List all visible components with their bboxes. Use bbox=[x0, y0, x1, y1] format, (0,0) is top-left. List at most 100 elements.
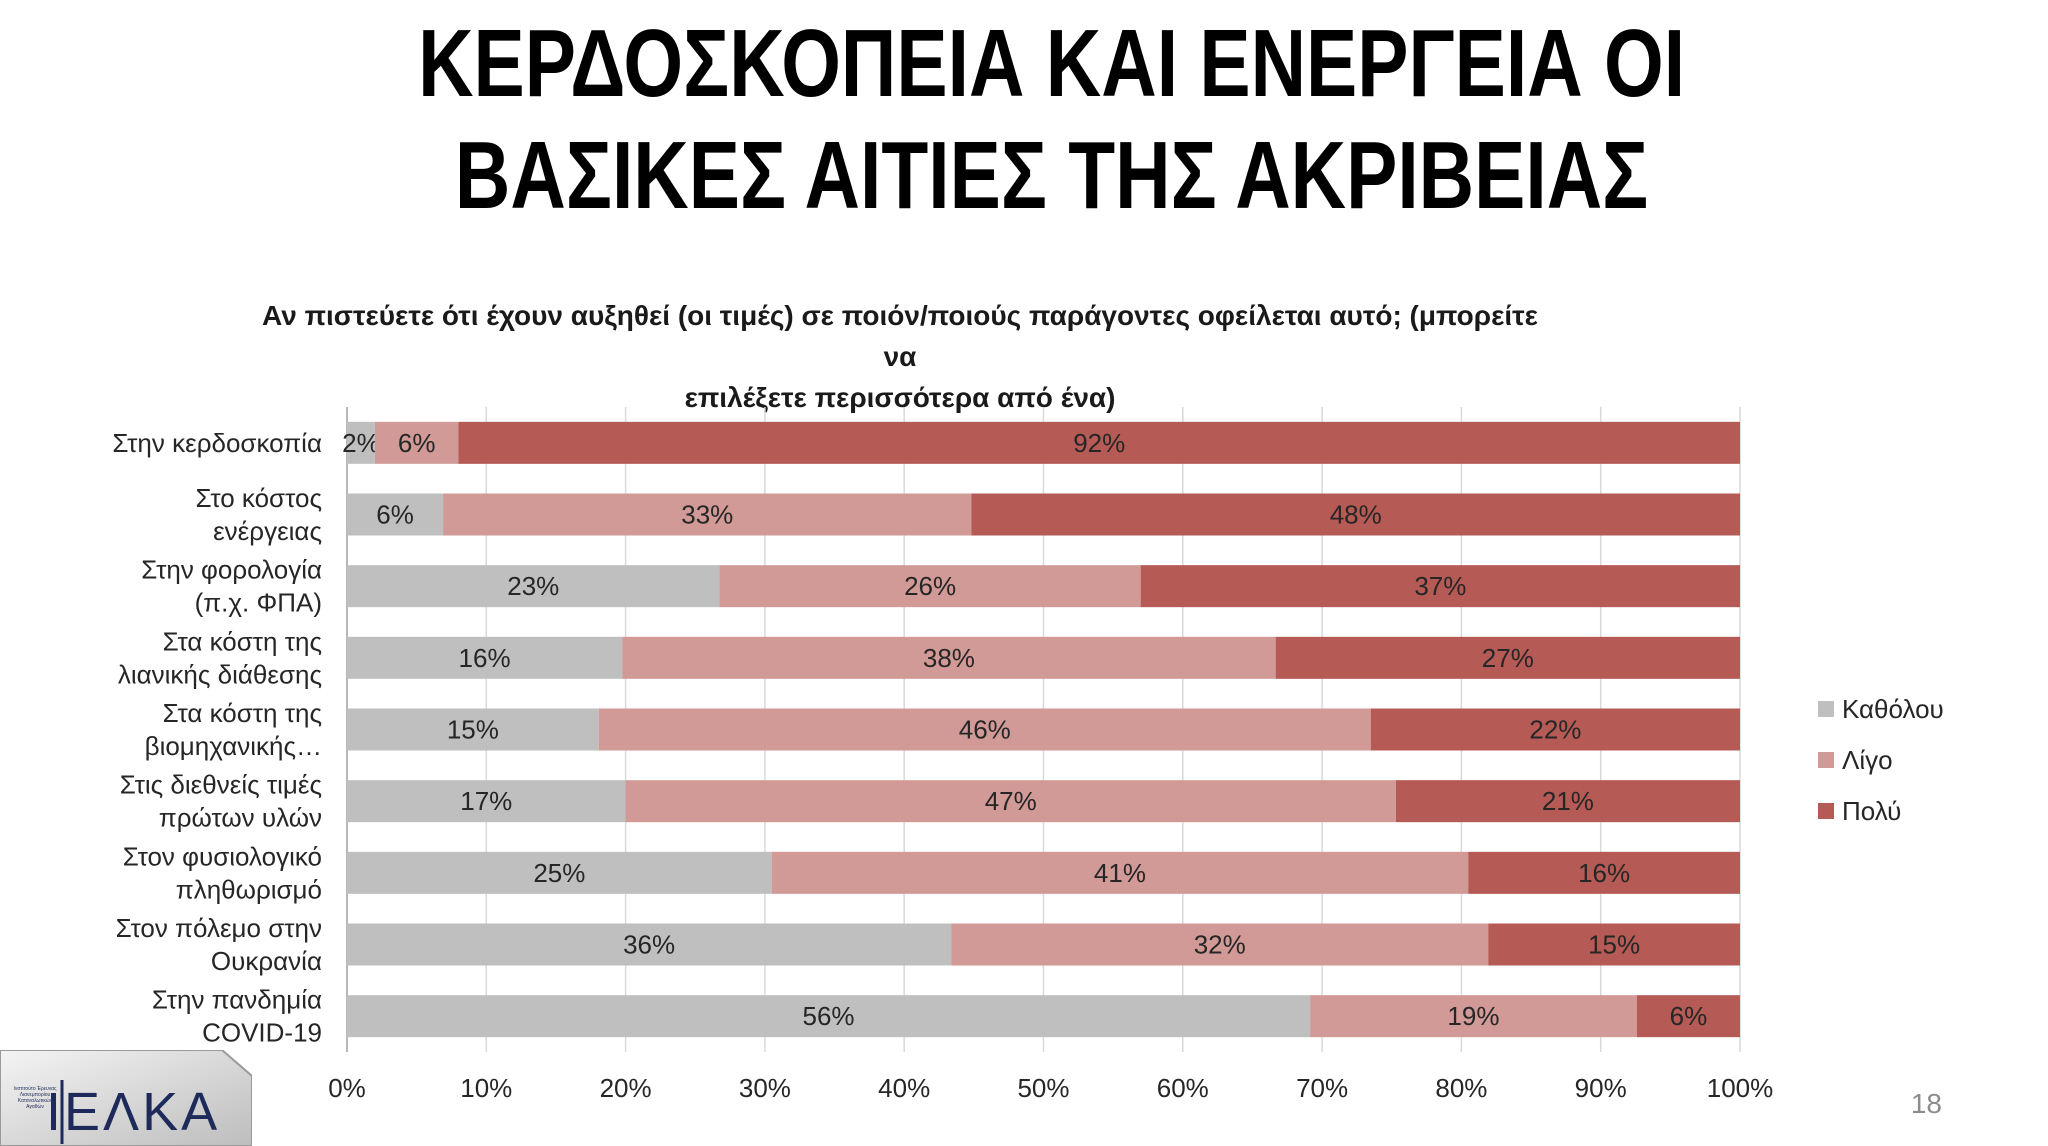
bar-segment bbox=[1636, 995, 1740, 1038]
bar-value-label: 56% bbox=[803, 1001, 855, 1031]
bar-value-label: 16% bbox=[1578, 858, 1630, 888]
category-label: βιομηχανικής… bbox=[145, 731, 322, 761]
category-label: Στην φορολογία bbox=[141, 555, 322, 585]
legend-swatch bbox=[1818, 803, 1834, 819]
chart-x-ticks: 0% 10% 20% 30% 40% 50% 60% 70% 80% 90% 100% bbox=[328, 1073, 1773, 1103]
bar-segment bbox=[458, 421, 1741, 464]
bar-value-label: 92% bbox=[1073, 428, 1125, 458]
legend-swatch bbox=[1818, 701, 1834, 717]
bar-value-label: 36% bbox=[623, 930, 675, 960]
bar-segment bbox=[971, 493, 1740, 536]
bar-segment bbox=[598, 708, 1371, 751]
bar-segment bbox=[1395, 780, 1740, 823]
bar-value-label: 16% bbox=[459, 643, 511, 673]
bar-value-label: 41% bbox=[1094, 858, 1146, 888]
x-tick-label: 100% bbox=[1707, 1073, 1774, 1103]
x-tick-label: 90% bbox=[1575, 1073, 1627, 1103]
bar-segment bbox=[1140, 565, 1740, 608]
bar-value-label: 32% bbox=[1194, 930, 1246, 960]
bar-value-label: 6% bbox=[376, 500, 414, 530]
bar-segment bbox=[1275, 636, 1740, 679]
bar-segment bbox=[347, 708, 599, 751]
ielka-logo bbox=[0, 1050, 252, 1146]
category-label: Στις διεθνείς τιμές bbox=[120, 770, 322, 800]
x-tick-label: 80% bbox=[1435, 1073, 1487, 1103]
category-label: ενέργειας bbox=[213, 516, 322, 546]
bar-segment bbox=[374, 421, 459, 464]
x-tick-label: 40% bbox=[878, 1073, 930, 1103]
bar-segment bbox=[347, 565, 720, 608]
chart-question: Αν πιστεύετε ότι έχουν αυξηθεί (οι τιμές… bbox=[262, 300, 1538, 413]
ielka-logo-text: ΙΕΛΚΑ bbox=[46, 1082, 221, 1142]
category-label: λιανικής διάθεσης bbox=[118, 659, 322, 689]
bar-value-label: 23% bbox=[507, 571, 559, 601]
category-label: πληθωρισμό bbox=[176, 874, 322, 904]
category-label: Στα κόστη της bbox=[163, 698, 322, 728]
bar-segment bbox=[347, 923, 952, 966]
category-label: COVID-19 bbox=[202, 1018, 322, 1048]
bar-segment bbox=[347, 636, 623, 679]
legend-swatch bbox=[1818, 752, 1834, 768]
category-label: Ουκρανία bbox=[211, 946, 322, 976]
bar-value-label: 25% bbox=[533, 858, 585, 888]
bar-segment bbox=[443, 493, 972, 536]
chart-bars: 2% 6% 92% 6% 33% 48% 23% 26% 37% 16% 38% 27% 15% 46% 2… bbox=[342, 421, 1741, 1038]
bar-value-label: 26% bbox=[904, 571, 956, 601]
bar-value-label: 15% bbox=[1588, 930, 1640, 960]
bar-segment bbox=[625, 780, 1396, 823]
legend-label: Καθόλου bbox=[1842, 694, 1944, 724]
bar-value-label: 47% bbox=[985, 786, 1037, 816]
chart-legend: Καθόλου Λίγο Πολύ bbox=[1818, 694, 1944, 826]
bar-value-label: 22% bbox=[1529, 715, 1581, 745]
bar-value-label: 27% bbox=[1482, 643, 1534, 673]
bar-value-label: 33% bbox=[681, 500, 733, 530]
bar-segment bbox=[1310, 995, 1637, 1038]
category-label: Στην κερδοσκοπία bbox=[112, 428, 322, 458]
bar-segment bbox=[347, 995, 1311, 1038]
bar-segment bbox=[347, 851, 772, 894]
bar-value-label: 15% bbox=[447, 715, 499, 745]
bar-value-label: 46% bbox=[959, 715, 1011, 745]
bar-segment bbox=[771, 851, 1469, 894]
bar-value-label: 21% bbox=[1542, 786, 1594, 816]
category-label: Στον πόλεμο στην bbox=[116, 913, 322, 943]
category-label: (π.χ. ΦΠΑ) bbox=[195, 588, 322, 618]
bar-value-label: 48% bbox=[1330, 500, 1382, 530]
bar-value-label: 19% bbox=[1447, 1001, 1499, 1031]
slide-title-line-2: ΒΑΣΙΚΕΣ ΑΙΤΙΕΣ ΤΗΣ ΑΚΡΙΒΕΙΑΣ bbox=[454, 122, 1649, 229]
category-label: Στα κόστη της bbox=[163, 626, 322, 656]
bar-value-label: 37% bbox=[1414, 571, 1466, 601]
category-label: πρώτων υλών bbox=[159, 803, 322, 833]
category-label: Στο κόστος bbox=[196, 483, 323, 513]
legend-label: Πολύ bbox=[1842, 796, 1901, 826]
x-tick-label: 30% bbox=[739, 1073, 791, 1103]
bar-value-label: 2% bbox=[342, 428, 380, 458]
bar-segment bbox=[951, 923, 1489, 966]
x-tick-label: 0% bbox=[328, 1073, 366, 1103]
bar-value-label: 38% bbox=[923, 643, 975, 673]
bar-segment bbox=[1488, 923, 1740, 966]
x-tick-label: 60% bbox=[1157, 1073, 1209, 1103]
bar-segment bbox=[719, 565, 1141, 608]
bar-segment bbox=[622, 636, 1276, 679]
bar-segment bbox=[347, 780, 626, 823]
bar-segment bbox=[1370, 708, 1740, 751]
bar-segment bbox=[347, 493, 444, 536]
bar-segment bbox=[347, 421, 375, 464]
category-label: Στον φυσιολογικό bbox=[123, 841, 322, 871]
slide-title: ΚΕΡΔΟΣΚΟΠΕΙΑ ΚΑΙ ΕΝΕΡΓΕΙΑ ΟΙ ΒΑΣΙΚΕΣ ΑΙΤ… bbox=[232, 8, 1870, 232]
ielka-logo-caption: Ινστιτούτο Έρευνας Λιανεμπορίου Καταναλω… bbox=[13, 1086, 57, 1110]
x-tick-label: 10% bbox=[460, 1073, 512, 1103]
category-label: Στην πανδημία bbox=[152, 985, 322, 1015]
bar-value-label: 6% bbox=[398, 428, 436, 458]
bar-segment bbox=[1468, 851, 1740, 894]
bar-value-label: 6% bbox=[1670, 1001, 1708, 1031]
bar-value-label: 17% bbox=[460, 786, 512, 816]
legend-label: Λίγο bbox=[1842, 745, 1893, 775]
x-tick-label: 50% bbox=[1017, 1073, 1069, 1103]
x-tick-label: 70% bbox=[1296, 1073, 1348, 1103]
slide-title-line-1: ΚΕΡΔΟΣΚΟΠΕΙΑ ΚΑΙ ΕΝΕΡΓΕΙΑ ΟΙ bbox=[418, 10, 1686, 117]
page-number: 18 bbox=[1910, 1088, 1942, 1119]
